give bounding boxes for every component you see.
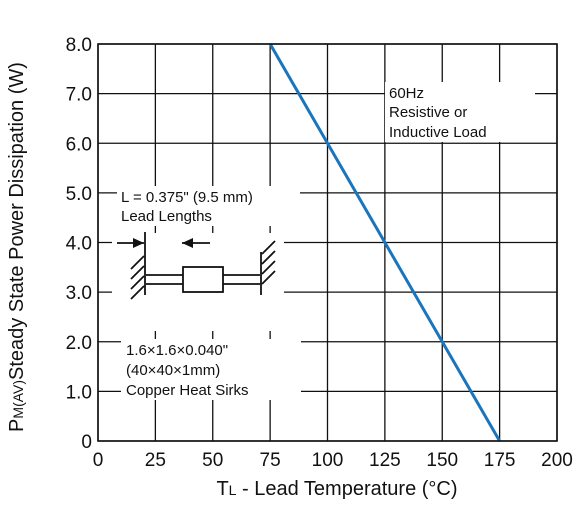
annotation-sink-3: Copper Heat Sirks <box>126 382 249 399</box>
x-axis-label: TL - Lead Temperature (°C) <box>216 478 457 500</box>
annotation-load-1: Resistive or <box>389 104 467 121</box>
y-tick-label: 2.0 <box>66 333 92 354</box>
series-layer <box>268 43 501 442</box>
y-axis-label: PM(AV)Steady State Power Dissipation (W) <box>6 62 28 432</box>
annotation-freq: 60Hz <box>389 85 424 102</box>
x-tick-label: 25 <box>145 450 166 471</box>
y-tick-label: 7.0 <box>66 85 92 106</box>
x-tick-label: 150 <box>426 450 458 471</box>
series-line <box>268 43 501 442</box>
annotation-lead-2: Lead Lengths <box>121 208 212 225</box>
y-tick-label: 1.0 <box>66 382 92 403</box>
x-tick-label: 200 <box>541 450 573 471</box>
annotation-load-2: Inductive Load <box>389 124 487 141</box>
x-tick-label: 50 <box>202 450 223 471</box>
component-diagram <box>112 232 284 331</box>
annotation-sink-2: (40×40×1mm) <box>126 362 220 379</box>
x-tick-labels: 0 25 50 75 100 125 150 175 200 <box>93 450 573 471</box>
y-tick-label: 5.0 <box>66 184 92 205</box>
annotation-sink-1: 1.6×1.6×0.040" <box>126 342 228 359</box>
load-annotation: 60Hz Resistive or Inductive Load <box>385 82 535 142</box>
y-tick-labels: 0 1.0 2.0 3.0 4.0 5.0 6.0 7.0 8.0 <box>66 35 92 453</box>
heatsink-annotation: 1.6×1.6×0.040" (40×40×1mm) Copper Heat S… <box>121 339 301 400</box>
y-tick-label: 3.0 <box>66 283 92 304</box>
x-tick-label: 175 <box>484 450 516 471</box>
annotation-lead-1: L = 0.375" (9.5 mm) <box>121 189 253 206</box>
y-tick-label: 0 <box>81 432 92 453</box>
plot-frame <box>97 43 558 442</box>
x-tick-label: 0 <box>93 450 104 471</box>
x-tick-label: 100 <box>312 450 344 471</box>
lead-annotation: L = 0.375" (9.5 mm) Lead Lengths <box>117 186 300 226</box>
y-tick-label: 6.0 <box>66 134 92 155</box>
x-tick-label: 125 <box>369 450 401 471</box>
y-tick-label: 4.0 <box>66 234 92 255</box>
y-tick-label: 8.0 <box>66 35 92 56</box>
x-tick-label: 75 <box>260 450 281 471</box>
